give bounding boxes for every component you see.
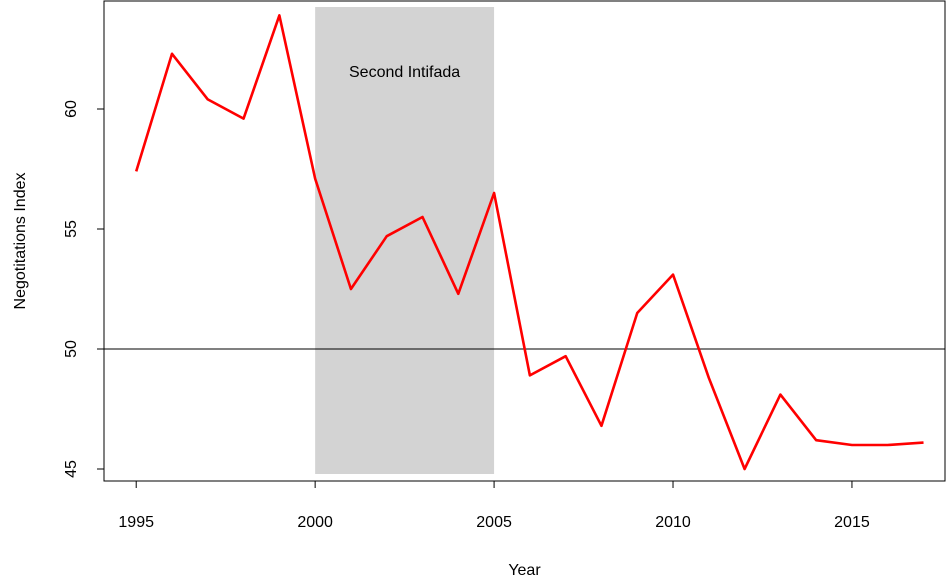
x-axis: 1995 2000 2005 2010 2015 — [118, 480, 870, 531]
shaded-region-rect — [315, 7, 495, 474]
x-tick-label: 1995 — [118, 514, 154, 531]
x-tick-label: 2000 — [297, 514, 333, 531]
shaded-region-label: Second Intifada — [349, 64, 460, 81]
plot-frame — [103, 0, 946, 482]
y-tick-label: 55 — [63, 220, 80, 238]
shaded-region: Second Intifada — [315, 7, 495, 474]
y-tick-label: 50 — [63, 340, 80, 358]
series-line — [134, 14, 924, 471]
y-axis-title: Negotitations Index — [12, 173, 29, 310]
x-tick-label: 2005 — [476, 514, 512, 531]
y-tick-label: 45 — [63, 460, 80, 478]
x-axis-title: Year — [508, 562, 541, 579]
x-tick-label: 2010 — [655, 514, 691, 531]
y-axis: 45 50 55 60 — [63, 100, 105, 478]
x-tick-label: 2015 — [834, 514, 870, 531]
y-tick-label: 60 — [63, 100, 80, 118]
